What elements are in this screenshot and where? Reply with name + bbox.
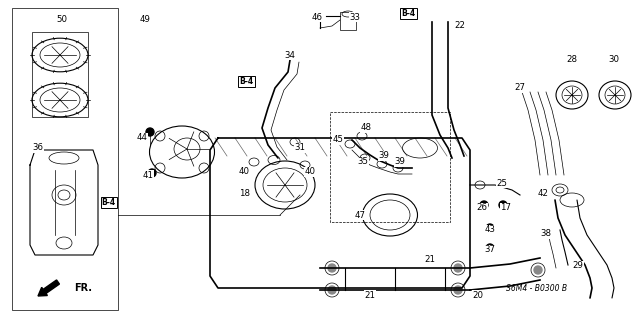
Circle shape [328,264,336,272]
Circle shape [454,264,462,272]
Text: 31: 31 [294,144,305,152]
Text: 22: 22 [454,20,465,29]
Text: 50: 50 [56,16,67,25]
Circle shape [328,286,336,294]
Text: 42: 42 [538,189,548,197]
Text: 43: 43 [484,226,495,234]
Circle shape [454,286,462,294]
Text: 37: 37 [484,246,495,255]
Text: 33: 33 [349,12,360,21]
Text: 39: 39 [395,158,405,167]
Circle shape [499,201,507,209]
Text: 27: 27 [515,84,525,93]
Circle shape [148,169,156,177]
Circle shape [486,224,494,232]
Text: 46: 46 [312,12,323,21]
Text: 40: 40 [239,167,250,176]
Text: 38: 38 [541,229,552,239]
Text: 40: 40 [305,167,316,176]
Text: 48: 48 [360,123,371,132]
Text: 49: 49 [140,16,150,25]
Bar [12,8,118,310]
Bar [32,32,88,117]
Text: 29: 29 [573,262,584,271]
Text: 35: 35 [358,158,369,167]
Text: 17: 17 [500,204,511,212]
Circle shape [486,244,494,252]
Circle shape [534,266,542,274]
Text: B-4: B-4 [239,77,253,86]
Text: 25: 25 [497,179,508,188]
Circle shape [146,128,154,136]
Text: 28: 28 [566,56,577,64]
Text: B-4: B-4 [401,9,415,18]
Text: 34: 34 [285,50,296,60]
Text: 20: 20 [472,291,483,300]
Text: B-4: B-4 [102,198,116,207]
Text: S6M4 - B0300 B: S6M4 - B0300 B [506,284,567,293]
Text: 26: 26 [477,204,488,212]
Text: 41: 41 [143,170,154,180]
Circle shape [480,201,488,209]
Text: 47: 47 [355,211,365,219]
Text: 30: 30 [609,56,620,64]
Text: FR.: FR. [74,283,92,293]
Bar [340,12,356,30]
Text: 39: 39 [379,152,389,160]
FancyArrow shape [38,280,60,296]
Text: 36: 36 [33,144,44,152]
Text: 18: 18 [239,189,250,198]
Bar [330,112,450,222]
Text: 44: 44 [136,133,147,143]
Text: 21: 21 [365,291,376,300]
Text: 21: 21 [424,256,435,264]
Text: 45: 45 [333,136,344,145]
